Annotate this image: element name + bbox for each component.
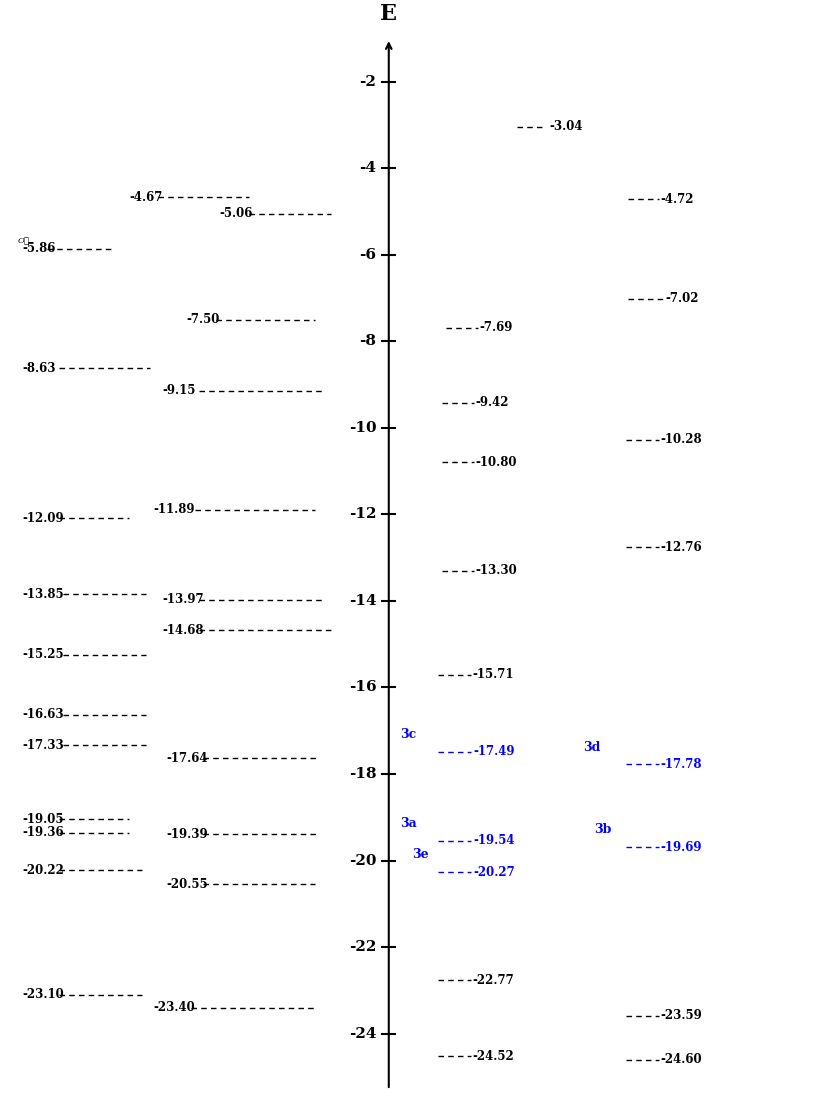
Text: -24.52: -24.52 bbox=[473, 1049, 514, 1063]
Text: -20: -20 bbox=[349, 854, 376, 868]
Text: -10.28: -10.28 bbox=[661, 433, 702, 447]
Text: 3b: 3b bbox=[595, 823, 612, 836]
Text: -16: -16 bbox=[349, 681, 376, 694]
Text: 3e: 3e bbox=[412, 848, 428, 861]
Text: -15.71: -15.71 bbox=[473, 669, 514, 681]
Text: -5.06: -5.06 bbox=[220, 208, 253, 220]
Text: -2: -2 bbox=[360, 75, 376, 88]
Text: -10: -10 bbox=[349, 421, 376, 434]
Text: 3c: 3c bbox=[400, 728, 417, 741]
Text: -22: -22 bbox=[349, 940, 376, 954]
Text: -19.36: -19.36 bbox=[22, 826, 64, 839]
Text: -14.68: -14.68 bbox=[162, 624, 203, 637]
Text: -17.49: -17.49 bbox=[474, 746, 515, 758]
Text: -8.63: -8.63 bbox=[22, 362, 55, 375]
Text: -20.55: -20.55 bbox=[166, 878, 208, 891]
Text: -9.15: -9.15 bbox=[162, 385, 195, 397]
Text: -7.02: -7.02 bbox=[665, 293, 698, 306]
Text: -4: -4 bbox=[360, 161, 376, 175]
Text: -22.77: -22.77 bbox=[473, 974, 514, 987]
Text: -12.09: -12.09 bbox=[22, 512, 64, 525]
Text: -7.50: -7.50 bbox=[187, 314, 220, 326]
Text: -13.97: -13.97 bbox=[162, 593, 203, 606]
Text: -17.78: -17.78 bbox=[661, 758, 702, 771]
Text: Oⵒ: Oⵒ bbox=[18, 238, 30, 245]
Text: -19.39: -19.39 bbox=[166, 827, 208, 840]
Text: -8: -8 bbox=[360, 334, 376, 349]
Text: 3a: 3a bbox=[400, 817, 417, 829]
Text: -4.67: -4.67 bbox=[129, 190, 163, 204]
Text: -18: -18 bbox=[349, 767, 376, 781]
Text: E: E bbox=[380, 3, 397, 25]
Text: -23.59: -23.59 bbox=[661, 1010, 702, 1022]
Text: -13.30: -13.30 bbox=[476, 564, 517, 578]
Text: -19.69: -19.69 bbox=[661, 840, 702, 854]
Text: -20.27: -20.27 bbox=[474, 866, 515, 879]
Text: -7.69: -7.69 bbox=[480, 321, 513, 334]
Text: -24.60: -24.60 bbox=[661, 1053, 702, 1066]
Text: -19.54: -19.54 bbox=[474, 834, 515, 847]
Text: -16.63: -16.63 bbox=[22, 708, 64, 722]
Text: -15.25: -15.25 bbox=[22, 649, 64, 661]
Text: -20.22: -20.22 bbox=[22, 864, 64, 877]
Text: -17.33: -17.33 bbox=[22, 738, 64, 751]
Text: -13.85: -13.85 bbox=[22, 587, 64, 601]
Text: -4.72: -4.72 bbox=[661, 192, 695, 206]
Text: -24: -24 bbox=[349, 1026, 376, 1041]
Text: -17.64: -17.64 bbox=[166, 752, 208, 764]
Text: -5.86: -5.86 bbox=[22, 242, 55, 255]
Text: -23.40: -23.40 bbox=[154, 1001, 196, 1014]
Text: -12: -12 bbox=[349, 507, 376, 521]
Text: -12.76: -12.76 bbox=[661, 541, 702, 553]
Text: -6: -6 bbox=[360, 248, 376, 262]
Text: -10.80: -10.80 bbox=[476, 455, 517, 469]
Text: 3d: 3d bbox=[583, 740, 600, 754]
Text: -11.89: -11.89 bbox=[154, 503, 195, 516]
Text: -23.10: -23.10 bbox=[22, 988, 64, 1001]
Text: -3.04: -3.04 bbox=[549, 120, 583, 133]
Text: -19.05: -19.05 bbox=[22, 813, 64, 826]
Text: -14: -14 bbox=[349, 594, 376, 608]
Text: -9.42: -9.42 bbox=[476, 396, 509, 409]
